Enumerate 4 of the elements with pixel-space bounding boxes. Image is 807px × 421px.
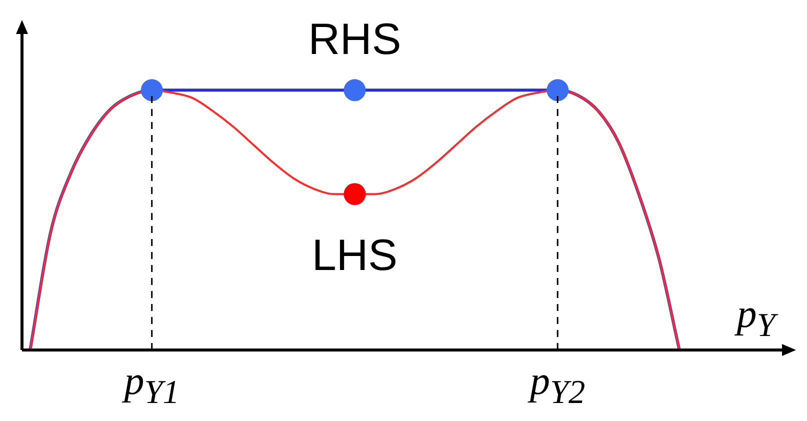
x-tick-label: p$_{Y1}$ <box>124 358 180 411</box>
series-label: RHS <box>308 15 402 64</box>
x-tick-label: p$_{Y2}$ <box>530 358 586 411</box>
series-label: LHS <box>312 231 398 280</box>
